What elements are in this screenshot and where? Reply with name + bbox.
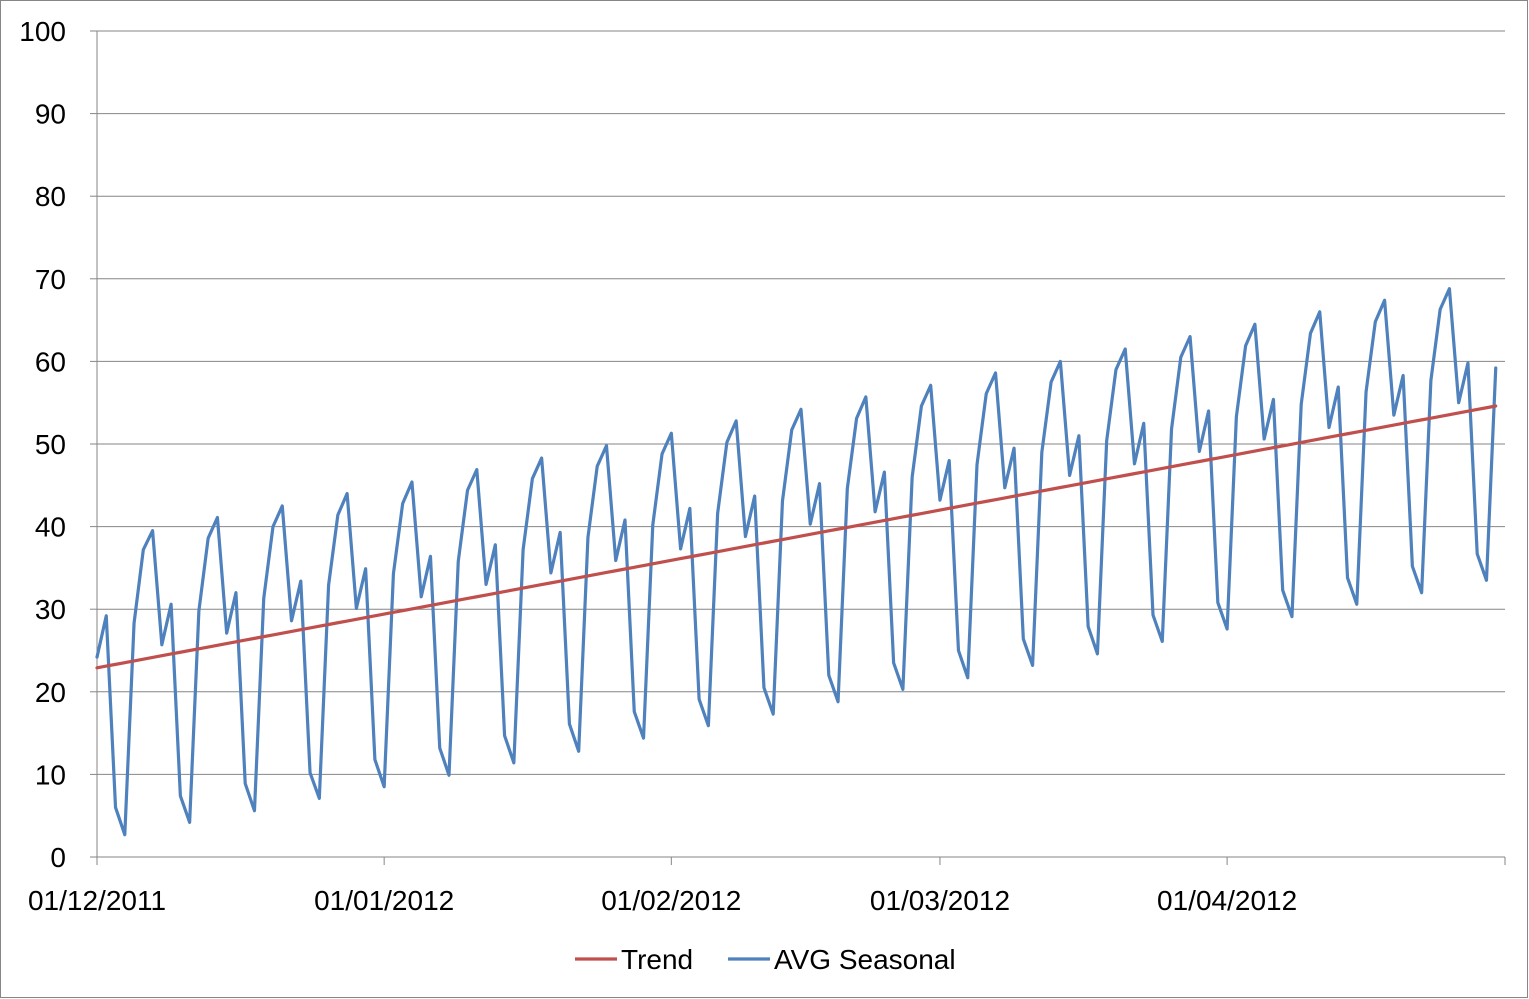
x-tick-label-3: 01/03/2012 [870,885,1010,916]
legend-label-0: Trend [621,944,693,975]
y-tick-label-40: 40 [35,512,66,543]
y-tick-label-10: 10 [35,759,66,790]
x-tick-label-4: 01/04/2012 [1157,885,1297,916]
y-tick-label-70: 70 [35,264,66,295]
series-line-trend [95,404,1498,670]
axes [90,30,1506,865]
y-tick-label-90: 90 [35,99,66,130]
series-line-avg-seasonal [95,287,1498,837]
x-tick-label-0: 01/12/2011 [28,885,166,916]
series [95,287,1498,837]
y-axis-tick-labels: 0 10 20 30 40 50 60 70 80 90 100 [19,16,66,873]
y-tick-label-50: 50 [35,429,66,460]
y-tick-label-30: 30 [35,594,66,625]
y-tick-label-20: 20 [35,677,66,708]
x-tick-label-2: 01/02/2012 [601,885,741,916]
y-tick-label-0: 0 [50,842,66,873]
x-axis-tick-labels: 01/12/2011 01/01/2012 01/02/2012 01/03/2012… [28,885,1297,916]
y-tick-label-100: 100 [19,16,66,47]
gridlines [97,30,1505,775]
legend: Trend AVG Seasonal [575,944,956,975]
y-tick-label-80: 80 [35,181,66,212]
legend-label-1: AVG Seasonal [774,944,956,975]
y-tick-label-60: 60 [35,346,66,377]
x-tick-label-1: 01/01/2012 [314,885,454,916]
